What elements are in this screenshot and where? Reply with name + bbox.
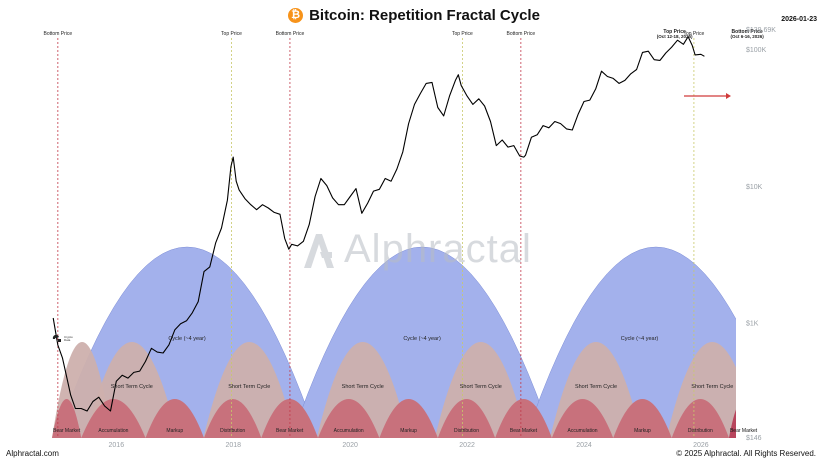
chart-date: 2026-01-23: [781, 16, 817, 23]
phase-arch: [52, 399, 82, 438]
phase-label: Distribution: [454, 428, 479, 434]
phase-label: Bear Market: [53, 428, 81, 434]
vline-label: Top Price: [221, 31, 242, 37]
vline-label: Bottom Price: [507, 31, 536, 37]
phase-label: Distribution: [688, 428, 713, 434]
phase-arch: [613, 399, 672, 438]
y-tick-label: $100K: [746, 47, 767, 54]
watermark: Alphractal: [302, 227, 532, 272]
footer-copyright: © 2025 Alphractal. All Rights Reserved.: [676, 449, 816, 458]
small-logo: Crypto Data: [52, 335, 73, 343]
footer-site[interactable]: Alphractal.com: [6, 449, 59, 458]
x-tick-label: 2018: [225, 442, 241, 449]
vline-label: Bottom Price: [44, 31, 73, 37]
phase-label: Bear Market: [730, 428, 758, 434]
phase-label: Distribution: [220, 428, 245, 434]
alphractal-logo-icon: [304, 233, 334, 268]
annotation-title: Top Price: [663, 29, 686, 35]
phase-arch: [437, 399, 496, 438]
short-cycle-label: Short Term Cycle: [460, 384, 502, 390]
phase-arch: [145, 399, 204, 438]
phase-arch: [204, 399, 262, 438]
short-cycle-label: Short Term Cycle: [575, 384, 617, 390]
phase-arch: [495, 399, 552, 438]
short-cycle-label: Short Term Cycle: [342, 384, 384, 390]
short-cycle-label: Short Term Cycle: [111, 384, 153, 390]
short-cycle-label: Short Term Cycle: [691, 384, 733, 390]
y-tick-label: $1K: [746, 321, 759, 328]
y-tick-label: $139.69K: [746, 27, 776, 34]
phase-arch: [318, 399, 380, 438]
title-bar: ₿ Bitcoin: Repetition Fractal Cycle: [0, 7, 828, 24]
phase-label: Bear Market: [276, 428, 304, 434]
short-cycle-label: Short Term Cycle: [228, 384, 270, 390]
crypto-data-logo-icon: [52, 335, 61, 342]
phase-arch: [671, 399, 729, 438]
phase-label: Bear Market: [510, 428, 538, 434]
cycle-arch-label: Cycle (~4 year): [168, 336, 206, 342]
x-tick-label: 2020: [342, 442, 358, 449]
phase-arch: [728, 409, 736, 438]
small-logo-line-1: Crypto: [64, 335, 73, 339]
annotation-subtitle: (Oct 6-16, 2026): [730, 34, 764, 39]
plot-area: [52, 36, 736, 438]
phase-label: Accumulation: [568, 428, 598, 434]
annotation-title: Bottom Price: [732, 29, 763, 35]
cycle-arch-label: Cycle (~4 year): [621, 336, 659, 342]
vline-label: Top Price: [683, 31, 704, 37]
vline-label: Top Price: [452, 31, 473, 37]
chart-title: Bitcoin: Repetition Fractal Cycle: [309, 7, 540, 24]
vline-label: Bottom Price: [276, 31, 305, 37]
x-tick-label: 2016: [109, 442, 125, 449]
phase-arch: [551, 399, 614, 438]
bitcoin-icon: ₿: [288, 8, 304, 23]
phase-label: Markup: [166, 428, 183, 434]
x-tick-label: 2026: [693, 442, 709, 449]
x-tick-label: 2022: [459, 442, 475, 449]
forecast-arrow-head: [726, 93, 731, 99]
annotation-subtitle: (Oct 12-18, 2025): [657, 34, 693, 39]
watermark-text: Alphractal: [344, 227, 532, 271]
y-tick-label: $10K: [746, 184, 763, 191]
price-line: [52, 36, 705, 412]
phase-arch: [81, 399, 146, 438]
phase-label: Markup: [400, 428, 417, 434]
phase-label: Accumulation: [334, 428, 364, 434]
y-tick-label: $146: [746, 435, 762, 442]
phase-label: Accumulation: [98, 428, 128, 434]
small-logo-line-2: Data: [64, 338, 71, 342]
phase-arch: [379, 399, 438, 438]
cycle-arch-label: Cycle (~4 year): [403, 336, 441, 342]
phase-label: Markup: [634, 428, 651, 434]
x-tick-label: 2024: [576, 442, 592, 449]
